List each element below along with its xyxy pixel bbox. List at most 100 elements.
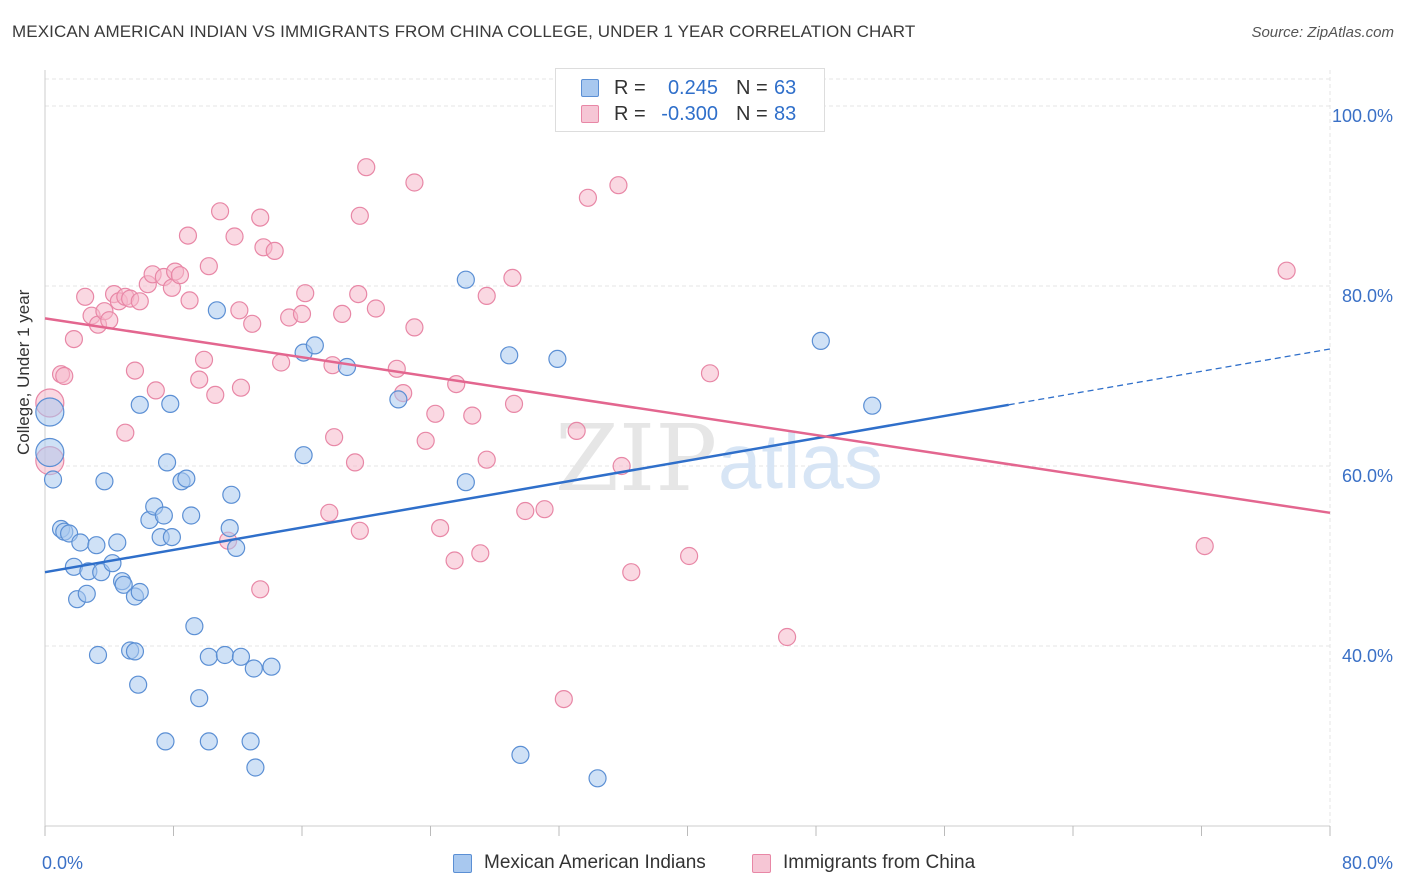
legend-r-value: -0.300: [661, 103, 718, 125]
point-immigrants-from-china: [609, 176, 628, 195]
y-tick-label: 80.0%: [1342, 286, 1393, 306]
trend-layer: [44, 317, 1331, 574]
point-mexican-american-indian: [114, 575, 133, 594]
point-mexican-american-indian: [227, 538, 246, 558]
point-mexican-american-indian: [156, 732, 175, 751]
point-mexican-american-indian: [246, 758, 265, 777]
point-mexican-american-indian: [95, 472, 114, 491]
point-immigrants-from-china: [447, 375, 466, 394]
point-immigrants-from-china: [503, 268, 522, 287]
point-mexican-american-indian: [71, 533, 90, 552]
point-immigrants-from-china: [292, 304, 312, 323]
point-mexican-american-indian: [456, 473, 475, 492]
point-mexican-american-indian: [185, 617, 204, 636]
point-immigrants-from-china: [272, 353, 291, 372]
point-mexican-american-indian: [130, 582, 149, 602]
points-layer: [35, 107, 1296, 788]
point-mexican-american-indian: [262, 657, 281, 676]
point-mexican-american-indian: [35, 437, 65, 468]
point-mexican-american-indian: [161, 394, 180, 413]
point-mexican-american-indian: [456, 270, 475, 289]
point-immigrants-from-china: [320, 503, 339, 522]
point-mexican-american-indian: [241, 732, 260, 751]
point-mexican-american-indian: [77, 584, 96, 603]
point-immigrants-from-china: [387, 359, 406, 378]
trendline-blue: [44, 403, 1009, 574]
point-mexican-american-indian: [500, 346, 519, 365]
point-immigrants-from-china: [190, 370, 209, 389]
bottom-legend-label-pink: Immigrants from China: [783, 852, 976, 873]
point-immigrants-from-china: [535, 500, 554, 519]
point-mexican-american-indian: [588, 769, 607, 788]
point-immigrants-from-china: [325, 428, 344, 447]
point-mexican-american-indian: [222, 485, 241, 504]
point-immigrants-from-china: [366, 299, 385, 318]
point-immigrants-from-china: [700, 364, 720, 383]
point-immigrants-from-china: [296, 284, 315, 303]
point-immigrants-from-china: [206, 385, 225, 404]
point-immigrants-from-china: [349, 285, 368, 304]
point-immigrants-from-china: [477, 286, 496, 305]
point-mexican-american-indian: [43, 470, 63, 489]
point-mexican-american-indian: [103, 554, 122, 573]
point-immigrants-from-china: [265, 241, 284, 260]
point-immigrants-from-china: [431, 518, 450, 538]
correlation-legend: R = 0.245 N = 63 R = -0.300 N = 83: [555, 68, 825, 132]
point-mexican-american-indian: [125, 642, 145, 661]
point-immigrants-from-china: [194, 350, 214, 369]
point-mexican-american-indian: [35, 397, 65, 427]
point-mexican-american-indian: [130, 395, 149, 414]
point-immigrants-from-china: [350, 521, 369, 540]
x-tick-label: 0.0%: [42, 853, 83, 873]
point-mexican-american-indian: [157, 453, 177, 472]
point-immigrants-from-china: [243, 314, 262, 333]
legend-r-value: 0.245: [667, 77, 718, 99]
point-immigrants-from-china: [225, 227, 244, 246]
point-immigrants-from-china: [622, 563, 641, 582]
point-immigrants-from-china: [55, 366, 74, 386]
point-immigrants-from-china: [170, 266, 190, 285]
point-mexican-american-indian: [215, 645, 234, 665]
bottom-legend-label-blue: Mexican American Indians: [484, 852, 706, 873]
y-tick-label: 100.0%: [1332, 106, 1393, 126]
point-immigrants-from-china: [416, 431, 435, 450]
point-mexican-american-indian: [154, 506, 173, 525]
point-mexican-american-indian: [244, 659, 263, 678]
point-immigrants-from-china: [554, 689, 573, 709]
point-immigrants-from-china: [130, 292, 149, 311]
legend-swatch-pink: [581, 105, 599, 123]
source-credit: Source: ZipAtlas.com: [1251, 24, 1394, 41]
point-immigrants-from-china: [251, 580, 270, 599]
point-immigrants-from-china: [180, 291, 199, 310]
point-mexican-american-indian: [182, 506, 201, 525]
point-mexican-american-indian: [548, 349, 567, 368]
y-axis-label: College, Under 1 year: [14, 289, 33, 455]
point-immigrants-from-china: [350, 206, 369, 225]
point-immigrants-from-china: [471, 544, 490, 563]
point-mexican-american-indian: [207, 301, 226, 320]
legend-row-pink: R = -0.300 N = 83: [556, 101, 824, 127]
point-immigrants-from-china: [504, 394, 524, 413]
trendline-blue-extension: [1008, 348, 1331, 406]
trendline-pink: [44, 317, 1331, 515]
point-mexican-american-indian: [108, 533, 127, 552]
point-immigrants-from-china: [477, 450, 496, 469]
y-tick-label: 60.0%: [1342, 466, 1393, 486]
point-mexican-american-indian: [337, 357, 357, 377]
labels-layer: 40.0% 60.0% 80.0% 100.0% 0.0% 80.0%: [42, 106, 1393, 873]
point-immigrants-from-china: [64, 330, 84, 349]
bottom-legend-swatch-blue: [453, 854, 472, 873]
point-mexican-american-indian: [87, 536, 106, 555]
point-immigrants-from-china: [405, 318, 424, 337]
legend-row-blue: R = 0.245 N = 63: [556, 75, 824, 101]
point-immigrants-from-china: [345, 453, 365, 472]
point-immigrants-from-china: [1195, 536, 1214, 556]
point-immigrants-from-china: [1277, 261, 1296, 280]
x-tick-label: 80.0%: [1342, 853, 1393, 873]
point-mexican-american-indian: [199, 732, 218, 751]
point-immigrants-from-china: [333, 304, 352, 323]
point-mexican-american-indian: [220, 518, 239, 538]
point-mexican-american-indian: [231, 647, 251, 666]
point-immigrants-from-china: [405, 173, 424, 192]
